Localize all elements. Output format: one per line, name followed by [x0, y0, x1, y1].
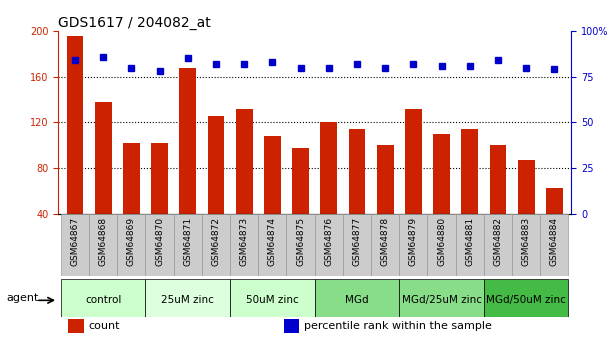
Text: GSM64867: GSM64867 — [70, 217, 79, 266]
Text: GSM64876: GSM64876 — [324, 217, 333, 266]
Bar — [174, 214, 202, 276]
Text: MGd/50uM zinc: MGd/50uM zinc — [486, 295, 566, 305]
Bar — [67, 36, 84, 214]
Bar — [343, 214, 371, 276]
Bar — [68, 319, 84, 333]
Bar — [512, 214, 540, 276]
Bar — [292, 148, 309, 214]
Bar — [284, 319, 299, 333]
Bar — [348, 129, 365, 214]
Text: GSM64881: GSM64881 — [465, 217, 474, 266]
Bar — [518, 160, 535, 214]
Bar — [89, 214, 117, 276]
Text: count: count — [89, 322, 120, 331]
Text: GSM64871: GSM64871 — [183, 217, 192, 266]
Bar — [202, 214, 230, 276]
Text: agent: agent — [6, 294, 38, 303]
Text: GSM64872: GSM64872 — [211, 217, 221, 266]
Text: GSM64882: GSM64882 — [494, 217, 502, 266]
Text: GSM64868: GSM64868 — [98, 217, 108, 266]
Text: MGd/25uM zinc: MGd/25uM zinc — [401, 295, 481, 305]
Text: 25uM zinc: 25uM zinc — [161, 295, 214, 305]
Bar — [179, 68, 196, 214]
Bar — [484, 279, 568, 317]
Bar — [320, 122, 337, 214]
Bar — [95, 102, 112, 214]
Bar — [546, 188, 563, 214]
Text: GSM64873: GSM64873 — [240, 217, 249, 266]
Bar — [236, 109, 252, 214]
Text: GDS1617 / 204082_at: GDS1617 / 204082_at — [58, 16, 211, 30]
Bar — [61, 214, 89, 276]
Bar — [428, 214, 456, 276]
Text: GSM64878: GSM64878 — [381, 217, 390, 266]
Bar — [315, 214, 343, 276]
Bar — [123, 143, 140, 214]
Text: GSM64869: GSM64869 — [127, 217, 136, 266]
Bar — [399, 279, 484, 317]
Bar — [287, 214, 315, 276]
Text: percentile rank within the sample: percentile rank within the sample — [304, 322, 492, 331]
Bar — [61, 279, 145, 317]
Text: control: control — [85, 295, 122, 305]
Bar — [433, 134, 450, 214]
Text: GSM64884: GSM64884 — [550, 217, 559, 266]
Bar — [230, 279, 315, 317]
Text: GSM64870: GSM64870 — [155, 217, 164, 266]
Text: GSM64874: GSM64874 — [268, 217, 277, 266]
Bar — [540, 214, 568, 276]
Bar — [484, 214, 512, 276]
Bar — [405, 109, 422, 214]
Bar — [371, 214, 399, 276]
Bar — [208, 116, 224, 214]
Text: MGd: MGd — [345, 295, 369, 305]
Bar — [489, 145, 507, 214]
Text: 50uM zinc: 50uM zinc — [246, 295, 299, 305]
Bar — [399, 214, 428, 276]
Text: GSM64879: GSM64879 — [409, 217, 418, 266]
Text: GSM64875: GSM64875 — [296, 217, 305, 266]
Bar — [315, 279, 399, 317]
Bar — [117, 214, 145, 276]
Text: GSM64883: GSM64883 — [522, 217, 531, 266]
Text: GSM64880: GSM64880 — [437, 217, 446, 266]
Bar — [461, 129, 478, 214]
Bar — [377, 145, 393, 214]
Bar — [230, 214, 258, 276]
Bar — [145, 214, 174, 276]
Bar — [258, 214, 287, 276]
Bar — [145, 279, 230, 317]
Bar — [264, 136, 281, 214]
Bar — [151, 143, 168, 214]
Bar — [456, 214, 484, 276]
Text: GSM64877: GSM64877 — [353, 217, 362, 266]
